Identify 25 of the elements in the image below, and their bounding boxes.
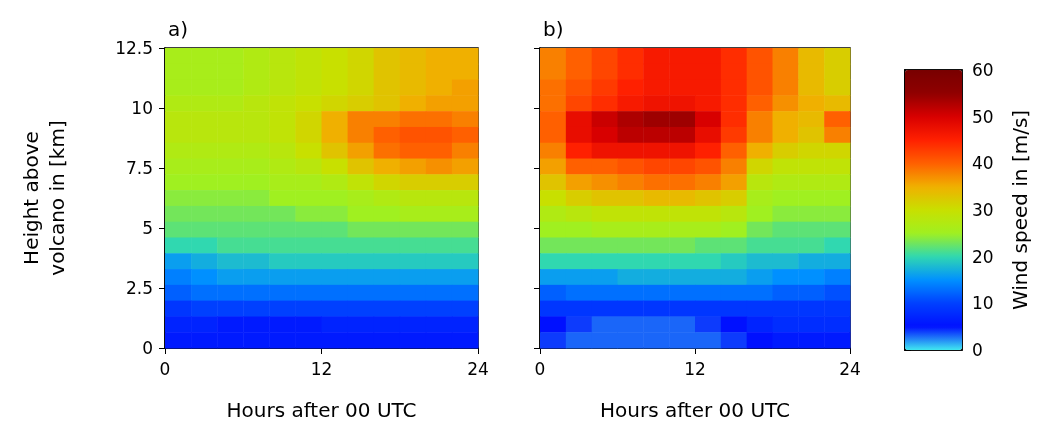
color-bar-label: 30 — [972, 200, 994, 220]
chart-title: a) — [168, 17, 189, 41]
x-tick-label: 24 — [467, 358, 489, 379]
x-tick-label: 0 — [159, 358, 171, 379]
color-bar-label: 20 — [972, 246, 994, 267]
color-bar-label: 50 — [972, 106, 994, 127]
y-tick-label: 2.5 — [125, 278, 153, 298]
y-tick-label: 0 — [142, 338, 153, 358]
y-tick-label: 10 — [131, 98, 153, 118]
y-axis-title: Height above volcano in [km] — [19, 120, 69, 276]
color-bar-label: 60 — [972, 60, 994, 80]
color-bar-label: 40 — [972, 153, 994, 174]
x-axis-title: Hours after 00 UTC — [599, 398, 791, 422]
x-tick-label: 12 — [684, 358, 706, 379]
color-bar-label: 10 — [972, 293, 994, 314]
x-tick-label: 12 — [310, 358, 333, 379]
y-tick-label: 5 — [142, 218, 153, 238]
color-bar-title: Wind speed in [m/s] — [1008, 109, 1032, 311]
x-tick-label: 0 — [534, 358, 546, 379]
chart-title: b) — [543, 17, 564, 41]
y-tick-label: 12.5 — [115, 38, 153, 58]
y-tick-label: 7.5 — [125, 158, 153, 178]
color-bar-label: 0 — [972, 340, 983, 360]
x-tick-label: 24 — [839, 358, 861, 379]
x-axis-title: Hours after 00 UTC — [226, 398, 417, 422]
